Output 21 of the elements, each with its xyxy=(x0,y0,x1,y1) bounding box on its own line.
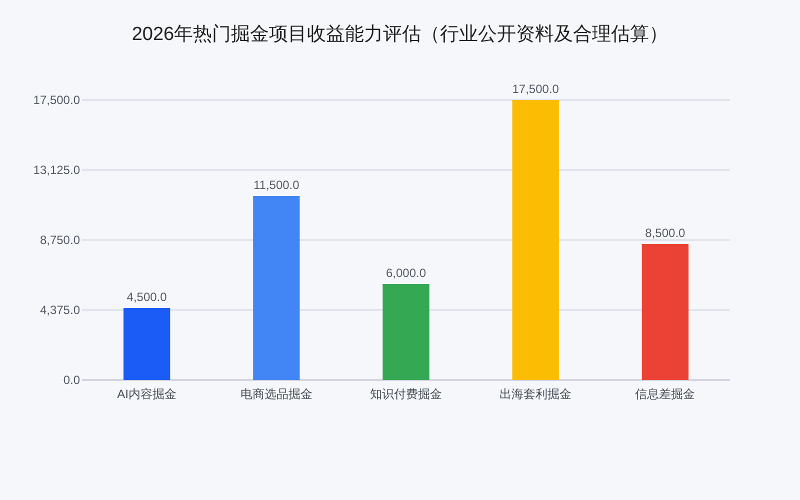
y-tick-label: 4,375.0 xyxy=(40,303,80,317)
x-tick-label: 电商选品掘金 xyxy=(240,387,312,401)
bar xyxy=(253,196,300,380)
x-tick-label: 出海套利掘金 xyxy=(500,387,572,401)
bar xyxy=(382,284,430,380)
x-tick-label: 信息差掘金 xyxy=(635,387,696,401)
data-label: 6,000.0 xyxy=(386,266,426,280)
y-tick-label: 0.0 xyxy=(63,373,80,387)
y-tick-label: 8,750.0 xyxy=(40,233,80,247)
data-label: 11,500.0 xyxy=(253,178,300,192)
y-tick-label: 17,500.0 xyxy=(33,93,80,107)
data-label: 4,500.0 xyxy=(126,290,168,304)
bar xyxy=(123,308,170,380)
data-label: 17,500.0 xyxy=(512,82,560,96)
bar xyxy=(642,244,689,380)
x-tick-label: 知识付费掘金 xyxy=(370,387,442,401)
bar xyxy=(512,100,559,380)
x-tick-label: AI内容掘金 xyxy=(117,387,176,401)
data-label: 8,500.0 xyxy=(645,226,686,240)
chart-title: 2026年热门掘金项目收益能力评估（行业公开资料及合理估算） xyxy=(132,23,668,45)
y-tick-label: 13,125.0 xyxy=(33,163,80,177)
